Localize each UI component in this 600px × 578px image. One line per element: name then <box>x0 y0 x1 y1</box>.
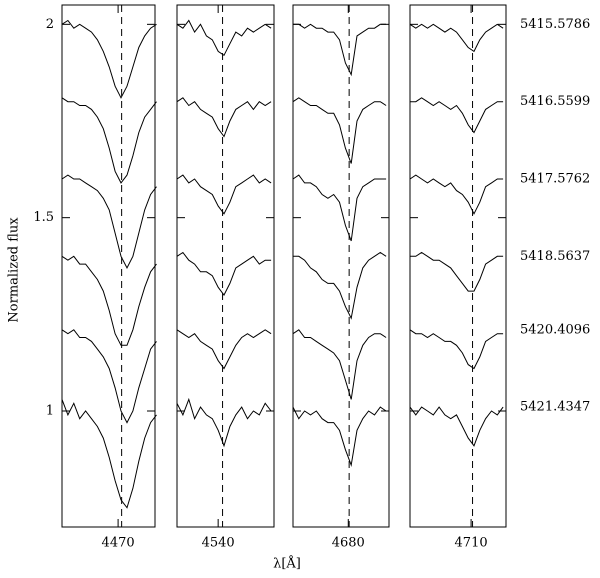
x-tick-label: 4470 <box>102 536 135 551</box>
spectrum-line <box>292 329 387 400</box>
y-tick-label: 2 <box>46 17 54 32</box>
y-axis-label: Normalized flux <box>7 217 22 323</box>
spectrum-line <box>293 23 387 77</box>
spectrum-line <box>61 329 157 424</box>
spectrum-line <box>176 174 272 215</box>
spectrum-line <box>176 251 272 296</box>
epoch-label: 5420.4096 <box>520 322 590 337</box>
x-axis-label: λ[Å] <box>273 556 301 572</box>
epoch-label: 5416.5599 <box>520 94 590 109</box>
spectrum-line <box>410 251 504 292</box>
x-tick-label: 4540 <box>202 536 235 551</box>
spectrum-line <box>176 329 272 370</box>
epoch-label: 5418.5637 <box>520 249 590 264</box>
spectrum-line <box>176 97 272 138</box>
spectrum-line <box>61 174 157 269</box>
spectrum-line <box>176 19 272 57</box>
epoch-label: 5415.5786 <box>520 17 590 32</box>
x-tick-label: 4710 <box>455 536 488 551</box>
x-tick-label: 4680 <box>332 536 365 551</box>
spectrum-line <box>409 23 504 53</box>
panel-frame <box>61 4 156 528</box>
y-tick-label: 1 <box>46 404 54 419</box>
spectrum-line <box>293 251 387 320</box>
y-tick-label: 1.5 <box>33 210 54 225</box>
spectrum-line <box>410 97 504 134</box>
spectrum-line <box>61 97 157 184</box>
spectrum-line <box>292 97 387 164</box>
spectrum-line <box>176 397 272 448</box>
panel-frame <box>292 4 390 528</box>
spectrum-line <box>61 19 157 99</box>
spectrum-line <box>61 399 157 509</box>
spectrum-line <box>409 174 504 215</box>
spectrum-line <box>292 174 387 242</box>
spectrum-line <box>61 255 157 346</box>
spectrum-line <box>292 406 387 468</box>
epoch-label: 5421.4347 <box>520 400 590 415</box>
panel-frame <box>409 4 507 528</box>
spectrum-line <box>409 406 504 447</box>
epoch-label: 5417.5762 <box>520 172 590 187</box>
panel-frame <box>176 4 275 528</box>
spectrum-line <box>409 329 504 370</box>
